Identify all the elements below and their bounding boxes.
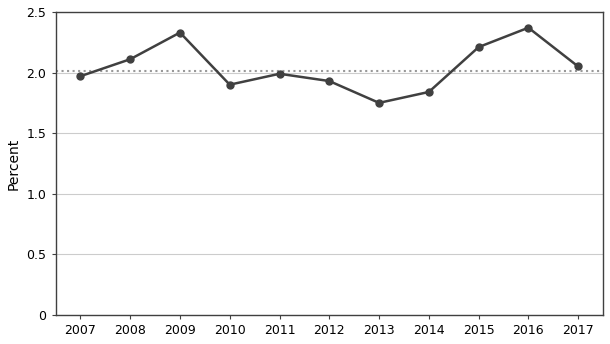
Y-axis label: Percent: Percent (7, 137, 21, 190)
